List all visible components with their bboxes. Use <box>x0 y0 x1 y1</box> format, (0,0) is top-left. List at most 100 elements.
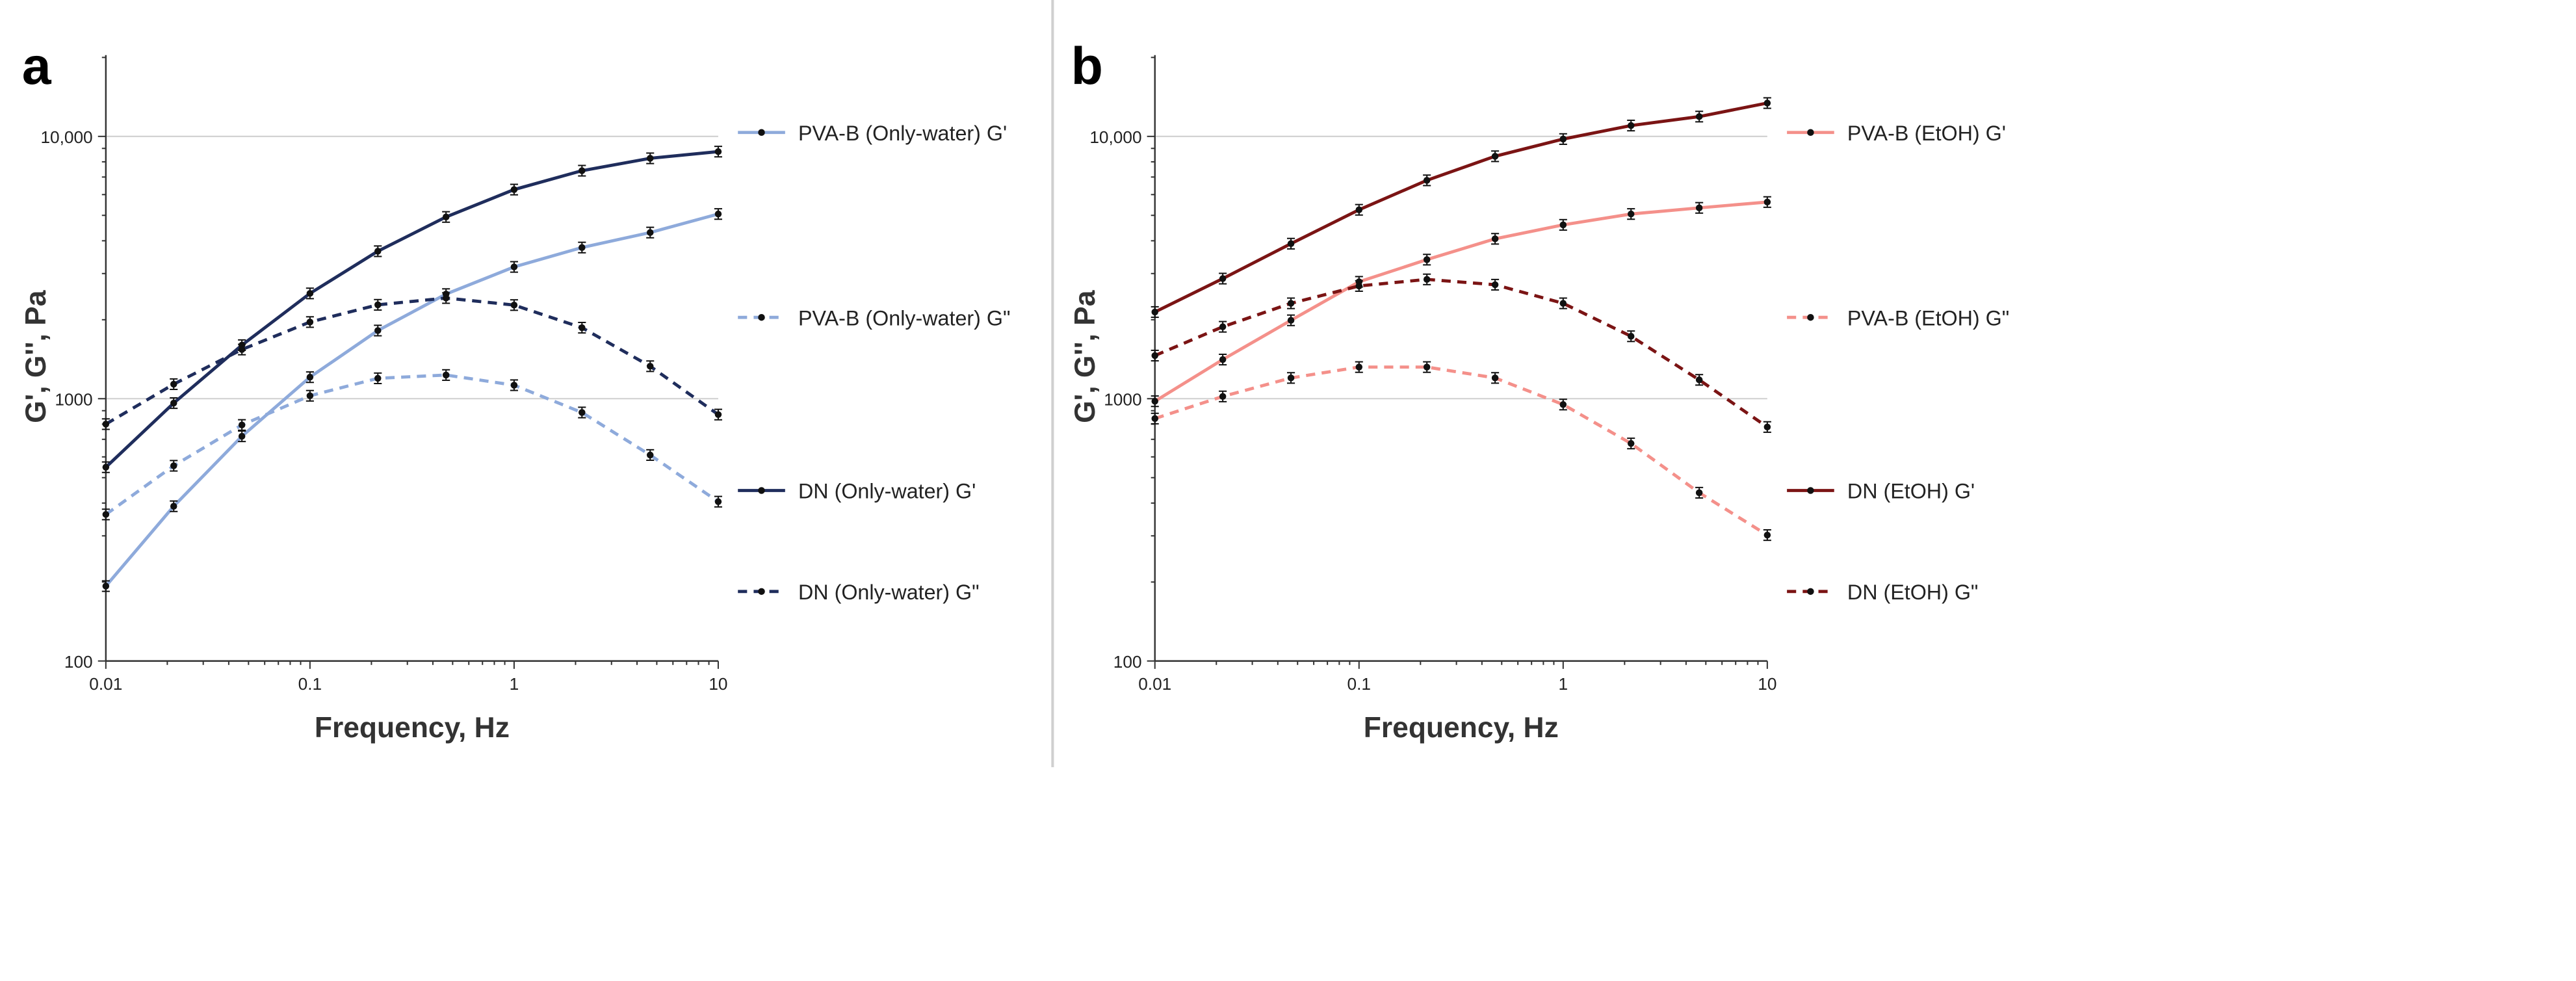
y-tick-label: 100 <box>64 652 93 672</box>
x-tick-label: 1 <box>510 674 519 694</box>
data-point <box>714 498 722 505</box>
x-tick-label: 10 <box>709 674 727 694</box>
x-tick-label: 0.01 <box>1138 674 1171 694</box>
data-point <box>102 464 110 471</box>
data-point <box>374 248 382 255</box>
data-point <box>1355 282 1363 290</box>
data-point <box>1491 235 1499 242</box>
legend-marker <box>758 129 765 137</box>
legend-item: DN (Only-water) G' <box>738 480 976 503</box>
data-point <box>579 324 586 332</box>
data-point <box>1627 439 1635 447</box>
legend-marker <box>758 588 765 595</box>
legend-marker <box>758 313 765 321</box>
legend-marker <box>1807 588 1814 595</box>
data-point <box>306 319 314 326</box>
data-point <box>306 373 314 381</box>
legend-item: PVA-B (Only-water) G" <box>738 306 1010 330</box>
data-point <box>170 503 177 510</box>
data-point <box>238 346 246 353</box>
legend-item: DN (EtOH) G' <box>1787 480 1975 503</box>
legend-label: PVA-B (Only-water) G" <box>798 306 1010 330</box>
y-tick-label: 10,000 <box>40 127 92 147</box>
data-point <box>510 302 518 309</box>
data-point <box>1287 240 1295 248</box>
data-point <box>1559 221 1567 229</box>
series-dn-only-water-g- <box>101 146 723 473</box>
data-point <box>714 411 722 418</box>
panel-a: 100 1000 10,000 0.01 0.1 1 10 Frequency, Hz G', … <box>20 37 1010 744</box>
data-point <box>510 263 518 270</box>
data-point <box>1695 113 1703 120</box>
series-line <box>1154 365 1769 537</box>
series-line <box>1154 278 1769 428</box>
data-point <box>374 327 382 334</box>
data-point <box>102 511 110 518</box>
data-point <box>442 371 450 379</box>
series-line <box>1154 101 1768 314</box>
series-line <box>105 296 720 426</box>
panel-label: b <box>1071 37 1103 96</box>
data-point <box>1695 204 1703 211</box>
data-point <box>1491 153 1499 160</box>
panel-b: 100 1000 10,000 0.01 0.1 1 10 Frequency, Hz G', … <box>1069 37 2009 744</box>
legend-item: DN (Only-water) G" <box>738 581 980 604</box>
series-pva-b-only-water-g- <box>101 369 723 521</box>
data-point <box>1763 531 1771 539</box>
data-point <box>1219 275 1227 282</box>
data-point <box>306 290 314 297</box>
data-point <box>1559 401 1567 408</box>
data-point <box>1559 300 1567 307</box>
data-point <box>646 363 654 370</box>
data-point <box>1151 397 1158 405</box>
series-pva-b-only-water-g- <box>101 208 723 592</box>
y-tick-label: 1000 <box>55 389 92 409</box>
x-tick-label: 10 <box>1758 674 1776 694</box>
legend-label: PVA-B (EtOH) G" <box>1847 306 2009 330</box>
data-point <box>714 210 722 218</box>
legend-item: PVA-B (EtOH) G" <box>1787 306 2009 330</box>
data-point <box>1491 281 1499 289</box>
data-point <box>646 451 654 459</box>
x-axis-title: Frequency, Hz <box>1364 712 1559 744</box>
data-point <box>1151 415 1158 423</box>
legend-label: DN (EtOH) G" <box>1847 581 1978 604</box>
data-point <box>1763 99 1771 107</box>
data-point <box>1219 323 1227 330</box>
legend-marker <box>1807 129 1814 137</box>
data-point <box>1287 317 1295 324</box>
data-point <box>1423 276 1431 283</box>
data-point <box>1559 135 1567 143</box>
series-line <box>104 212 719 588</box>
legend-label: PVA-B (Only-water) G' <box>798 122 1007 145</box>
data-point <box>579 167 586 174</box>
data-point <box>1695 376 1703 384</box>
data-point <box>102 421 110 428</box>
legend-label: DN (Only-water) G' <box>798 480 976 503</box>
data-point <box>1151 352 1158 360</box>
data-point <box>1763 198 1771 206</box>
data-point <box>1627 122 1635 129</box>
data-point <box>442 294 450 302</box>
x-tick-label: 1 <box>1559 674 1568 694</box>
data-point <box>1287 374 1295 382</box>
data-point <box>306 392 314 400</box>
series-line <box>105 150 719 469</box>
data-point <box>1763 423 1771 431</box>
y-axis-title: G', G'', Pa <box>1069 290 1101 423</box>
data-point <box>238 421 246 428</box>
data-point <box>1627 332 1635 340</box>
legend-item: DN (EtOH) G" <box>1787 581 1978 604</box>
data-point <box>374 301 382 309</box>
series-line <box>105 373 720 516</box>
data-point <box>238 432 246 440</box>
series-pva-b-etoh-g- <box>1151 361 1771 542</box>
data-point <box>1355 206 1363 213</box>
x-tick-label: 0.01 <box>89 674 122 694</box>
series-pva-b-etoh-g- <box>1151 196 1771 408</box>
y-tick-label: 100 <box>1113 652 1142 672</box>
x-tick-label: 0.1 <box>298 674 322 694</box>
legend-item: PVA-B (EtOH) G' <box>1787 122 2006 145</box>
series-line <box>1154 200 1768 403</box>
data-point <box>1355 363 1363 371</box>
